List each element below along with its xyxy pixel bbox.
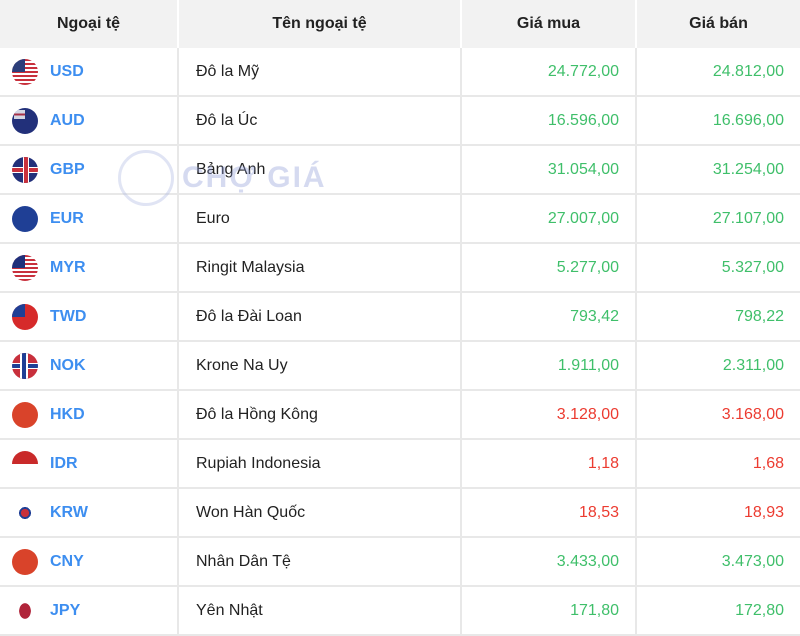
currency-name: Đô la Đài Loan [178, 292, 462, 342]
flag-krw-icon [12, 499, 38, 526]
table-row: GBP Bảng Anh 31.054,00 31.254,00 [0, 145, 800, 195]
header-row: Ngoại tệ Tên ngoại tệ Giá mua Giá bán [0, 0, 800, 48]
currency-name: Đô la Úc [178, 96, 462, 146]
table-row: JPY Yên Nhật 171,80 172,80 [0, 586, 800, 636]
flag-cny-icon [12, 548, 38, 575]
flag-hkd-icon [12, 401, 38, 428]
header-currency: Ngoại tệ [0, 0, 179, 48]
currency-name: Won Hàn Quốc [178, 488, 462, 538]
header-sell: Giá bán [636, 0, 800, 48]
flag-usd-icon [12, 58, 38, 85]
currency-cell: CNY [0, 537, 179, 587]
sell-price: 24.812,00 [636, 48, 800, 97]
table-row: HKD Đô la Hồng Kông 3.128,00 3.168,00 [0, 390, 800, 440]
sell-price: 1,68 [636, 439, 800, 489]
flag-gbp-icon [12, 156, 38, 183]
flag-aud-icon [12, 107, 38, 134]
buy-price: 24.772,00 [461, 48, 637, 97]
currency-name: Krone Na Uy [178, 341, 462, 391]
currency-name: Rupiah Indonesia [178, 439, 462, 489]
buy-price: 18,53 [461, 488, 637, 538]
sell-price: 172,80 [636, 586, 800, 636]
table-row: USD Đô la Mỹ 24.772,00 24.812,00 [0, 48, 800, 97]
table-row: MYR Ringit Malaysia 5.277,00 5.327,00 [0, 243, 800, 293]
table-row: KRW Won Hàn Quốc 18,53 18,93 [0, 488, 800, 538]
currency-code-link[interactable]: USD [50, 62, 84, 80]
flag-idr-icon [12, 450, 38, 477]
buy-price: 793,42 [461, 292, 637, 342]
table-row: EUR Euro 27.007,00 27.107,00 [0, 194, 800, 244]
currency-cell: GBP [0, 145, 179, 195]
currency-cell: AUD [0, 96, 179, 146]
sell-price: 16.696,00 [636, 96, 800, 146]
currency-code-link[interactable]: MYR [50, 258, 86, 276]
buy-price: 1,18 [461, 439, 637, 489]
currency-code-link[interactable]: KRW [50, 503, 88, 521]
currency-cell: NOK [0, 341, 179, 391]
sell-price: 27.107,00 [636, 194, 800, 244]
flag-myr-icon [12, 254, 38, 281]
currency-code-link[interactable]: IDR [50, 454, 78, 472]
flag-nok-icon [12, 352, 38, 379]
currency-name: Đô la Mỹ [178, 48, 462, 97]
currency-name: Yên Nhật [178, 586, 462, 636]
currency-cell: KRW [0, 488, 179, 538]
buy-price: 3.128,00 [461, 390, 637, 440]
currency-code-link[interactable]: CNY [50, 552, 84, 570]
currency-cell: MYR [0, 243, 179, 293]
currency-name: Nhân Dân Tệ [178, 537, 462, 587]
buy-price: 31.054,00 [461, 145, 637, 195]
currency-cell: TWD [0, 292, 179, 342]
currency-code-link[interactable]: JPY [50, 601, 81, 619]
buy-price: 171,80 [461, 586, 637, 636]
currency-cell: IDR [0, 439, 179, 489]
sell-price: 3.168,00 [636, 390, 800, 440]
currency-code-link[interactable]: EUR [50, 209, 84, 227]
header-name: Tên ngoại tệ [178, 0, 462, 48]
currency-name: Euro [178, 194, 462, 244]
sell-price: 3.473,00 [636, 537, 800, 587]
sell-price: 31.254,00 [636, 145, 800, 195]
currency-code-link[interactable]: TWD [50, 307, 87, 325]
currency-code-link[interactable]: NOK [50, 356, 86, 374]
currency-name: Đô la Hồng Kông [178, 390, 462, 440]
table-row: IDR Rupiah Indonesia 1,18 1,68 [0, 439, 800, 489]
table-row: AUD Đô la Úc 16.596,00 16.696,00 [0, 96, 800, 146]
buy-price: 1.911,00 [461, 341, 637, 391]
sell-price: 798,22 [636, 292, 800, 342]
table-row: TWD Đô la Đài Loan 793,42 798,22 [0, 292, 800, 342]
currency-code-link[interactable]: AUD [50, 111, 85, 129]
currency-code-link[interactable]: GBP [50, 160, 85, 178]
buy-price: 16.596,00 [461, 96, 637, 146]
header-buy: Giá mua [461, 0, 637, 48]
sell-price: 2.311,00 [636, 341, 800, 391]
buy-price: 3.433,00 [461, 537, 637, 587]
sell-price: 18,93 [636, 488, 800, 538]
flag-twd-icon [12, 303, 38, 330]
currency-name: Ringit Malaysia [178, 243, 462, 293]
buy-price: 27.007,00 [461, 194, 637, 244]
sell-price: 5.327,00 [636, 243, 800, 293]
table-row: CNY Nhân Dân Tệ 3.433,00 3.473,00 [0, 537, 800, 587]
table-row: NOK Krone Na Uy 1.911,00 2.311,00 [0, 341, 800, 391]
currency-cell: EUR [0, 194, 179, 244]
currency-code-link[interactable]: HKD [50, 405, 85, 423]
flag-jpy-icon [12, 597, 38, 624]
currency-cell: USD [0, 48, 179, 97]
currency-cell: JPY [0, 586, 179, 636]
currency-cell: HKD [0, 390, 179, 440]
flag-eur-icon [12, 205, 38, 232]
currency-name: Bảng Anh [178, 145, 462, 195]
buy-price: 5.277,00 [461, 243, 637, 293]
